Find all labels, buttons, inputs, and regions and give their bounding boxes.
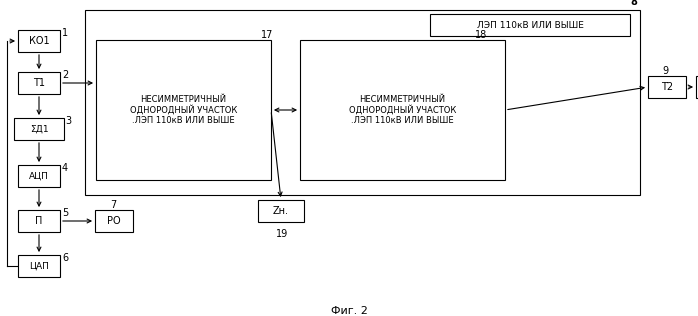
Bar [14, 118, 64, 140]
Bar [696, 76, 698, 98]
Bar [18, 30, 60, 52]
Text: 5: 5 [62, 208, 68, 218]
Text: 18: 18 [475, 30, 487, 40]
Text: 6: 6 [62, 253, 68, 263]
Text: ΣД1: ΣД1 [30, 125, 48, 133]
Bar [18, 255, 60, 277]
Bar [18, 210, 60, 232]
Bar [96, 40, 271, 180]
Text: КО1: КО1 [29, 36, 50, 46]
Text: Т1: Т1 [33, 78, 45, 88]
Bar [18, 72, 60, 94]
Text: 2: 2 [62, 70, 68, 80]
Text: Zн.: Zн. [273, 206, 289, 216]
Text: 7: 7 [110, 200, 117, 210]
Text: 17: 17 [261, 30, 274, 40]
Bar [300, 40, 505, 180]
Text: 3: 3 [65, 116, 71, 126]
Text: РО: РО [107, 216, 121, 226]
Text: П: П [36, 216, 43, 226]
Text: Т2: Т2 [661, 82, 673, 92]
Text: НЕСИММЕТРИЧНЫЙ
ОДНОРОДНЫЙ УЧАСТОК
.ЛЭП 110кВ ИЛИ ВЫШЕ: НЕСИММЕТРИЧНЫЙ ОДНОРОДНЫЙ УЧАСТОК .ЛЭП 1… [130, 94, 237, 125]
Bar [95, 210, 133, 232]
Bar [648, 76, 686, 98]
Text: 8: 8 [630, 0, 637, 7]
Text: Фиг. 2: Фиг. 2 [331, 306, 367, 316]
Bar [258, 200, 304, 222]
Text: АЦП: АЦП [29, 172, 49, 180]
Text: 1: 1 [62, 28, 68, 38]
Text: ЦАП: ЦАП [29, 262, 49, 270]
Text: НЕСИММЕТРИЧНЫЙ
ОДНОРОДНЫЙ УЧАСТОК
.ЛЭП 110кВ ИЛИ ВЫШЕ: НЕСИММЕТРИЧНЫЙ ОДНОРОДНЫЙ УЧАСТОК .ЛЭП 1… [349, 94, 456, 125]
Text: 19: 19 [276, 229, 288, 239]
Text: ЛЭП 110кВ ИЛИ ВЫШЕ: ЛЭП 110кВ ИЛИ ВЫШЕ [477, 21, 584, 29]
Text: 9: 9 [662, 66, 668, 76]
Bar [18, 165, 60, 187]
Bar [85, 10, 640, 195]
Text: 4: 4 [62, 163, 68, 173]
Bar [430, 14, 630, 36]
